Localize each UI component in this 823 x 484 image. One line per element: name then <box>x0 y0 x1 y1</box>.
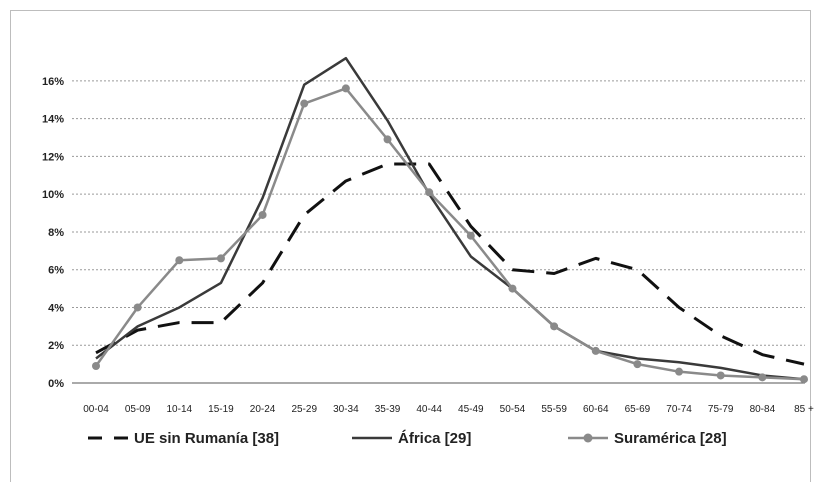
x-tick-label: 60-64 <box>583 404 609 415</box>
data-point <box>550 322 559 331</box>
x-tick-label: 85 + <box>794 404 814 415</box>
x-tick-label: 75-79 <box>708 404 734 415</box>
x-tick-label: 35-39 <box>375 404 401 415</box>
x-tick-label: 70-74 <box>666 404 692 415</box>
series-line-0 <box>95 162 805 366</box>
data-point <box>716 371 725 380</box>
x-tick-label: 65-69 <box>625 404 651 415</box>
y-tick-label: 14% <box>42 114 64 126</box>
data-point <box>633 360 642 369</box>
data-point <box>800 375 808 384</box>
series-line-2 <box>94 87 805 381</box>
y-tick-label: 0% <box>48 378 64 390</box>
legend-label: Suramérica [28] <box>614 430 727 447</box>
x-tick-label: 55-59 <box>541 404 567 415</box>
y-tick-label: 10% <box>42 189 64 201</box>
x-tick-label: 05-09 <box>125 404 151 415</box>
y-tick-label: 12% <box>42 151 64 163</box>
x-tick-label: 45-49 <box>458 404 484 415</box>
x-tick-label: 30-34 <box>333 404 359 415</box>
x-tick-label: 50-54 <box>500 404 526 415</box>
x-tick-label: 20-24 <box>250 404 276 415</box>
data-point <box>92 362 100 371</box>
x-tick-label: 25-29 <box>291 404 317 415</box>
data-point <box>300 99 309 108</box>
chart-frame <box>10 10 811 482</box>
data-point <box>508 284 517 293</box>
x-tick-label: 80-84 <box>750 404 776 415</box>
y-tick-label: 8% <box>48 227 64 239</box>
data-point <box>216 254 225 263</box>
data-point <box>425 188 434 197</box>
y-tick-label: 16% <box>42 76 64 88</box>
data-point <box>341 84 350 93</box>
x-tick-label: 10-14 <box>167 404 193 415</box>
y-tick-label: 4% <box>48 302 64 314</box>
data-point <box>133 303 142 312</box>
series-line-1 <box>95 56 805 381</box>
data-point <box>175 256 184 265</box>
data-point <box>258 210 267 219</box>
data-point <box>591 346 600 355</box>
legend-label: África [29] <box>398 430 471 447</box>
x-tick-label: 00-04 <box>83 404 109 415</box>
legend-marker <box>583 433 593 443</box>
data-point <box>675 367 684 376</box>
data-point <box>383 135 392 144</box>
legend-label: UE sin Rumanía [38] <box>134 430 279 447</box>
x-tick-label: 15-19 <box>208 404 234 415</box>
y-tick-label: 2% <box>48 340 64 352</box>
data-point <box>466 231 475 240</box>
y-tick-label: 6% <box>48 265 64 277</box>
data-point <box>758 373 767 382</box>
x-tick-label: 40-44 <box>416 404 442 415</box>
